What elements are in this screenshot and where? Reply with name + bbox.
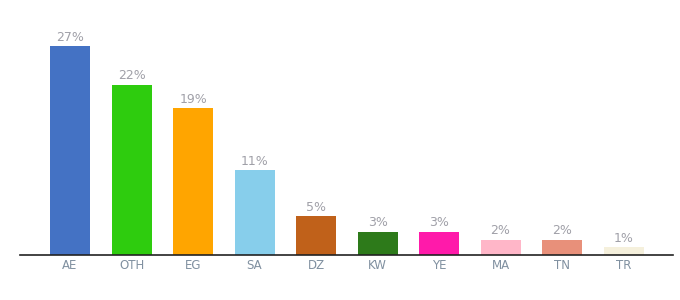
- Text: 5%: 5%: [306, 201, 326, 214]
- Text: 2%: 2%: [552, 224, 572, 237]
- Bar: [235, 170, 275, 255]
- Text: 2%: 2%: [490, 224, 511, 237]
- Bar: [604, 247, 643, 255]
- Bar: [419, 232, 459, 255]
- Bar: [50, 46, 90, 255]
- Bar: [542, 239, 582, 255]
- Text: 22%: 22%: [118, 69, 146, 82]
- Text: 27%: 27%: [56, 31, 84, 44]
- Bar: [112, 85, 152, 255]
- Bar: [173, 108, 213, 255]
- Bar: [358, 232, 398, 255]
- Bar: [481, 239, 520, 255]
- Text: 1%: 1%: [613, 232, 634, 245]
- Bar: [296, 216, 336, 255]
- Text: 3%: 3%: [368, 217, 388, 230]
- Text: 3%: 3%: [429, 217, 449, 230]
- Text: 11%: 11%: [241, 154, 269, 167]
- Text: 19%: 19%: [180, 93, 207, 106]
